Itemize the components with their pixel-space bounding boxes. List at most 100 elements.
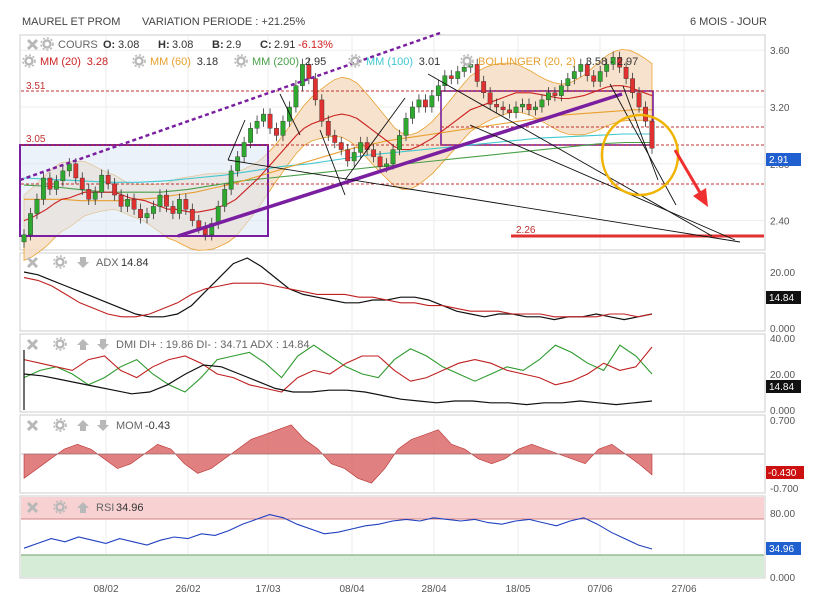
level-351-label: 3.51 — [26, 81, 46, 92]
candle-up — [461, 67, 467, 72]
candle-down — [170, 206, 176, 214]
candle-down — [448, 75, 454, 79]
rsi-line — [23, 514, 653, 550]
adx-badge — [766, 291, 801, 304]
candle-up — [125, 199, 130, 207]
candle-down — [105, 174, 111, 184]
arrow-down-icon[interactable] — [77, 257, 89, 268]
arrow-up-icon[interactable] — [77, 420, 89, 431]
candle-up — [299, 64, 305, 86]
candle-down — [345, 149, 351, 162]
candle-down — [487, 92, 493, 105]
period-selector[interactable]: 6 MOIS - JOUR — [689, 16, 767, 28]
candle-up — [157, 194, 163, 207]
candle-up — [604, 64, 610, 72]
gear-icon[interactable] — [39, 36, 55, 52]
candle-up — [403, 118, 409, 136]
candle-up — [228, 170, 234, 190]
gear-icon[interactable] — [52, 336, 68, 352]
dmi-plus-line — [23, 344, 653, 393]
dmi-minus-line — [23, 346, 653, 393]
candle-down — [131, 199, 137, 210]
candle-down — [507, 109, 512, 113]
candle-up — [429, 95, 435, 108]
close-icon[interactable] — [26, 338, 39, 351]
adx-aux-line — [23, 277, 653, 318]
candle-down — [649, 120, 655, 149]
x-tick-label: 28/04 — [421, 584, 446, 595]
candle-up — [358, 142, 364, 153]
gear-icon[interactable] — [52, 417, 68, 433]
y-tick-label: 80.00 — [770, 509, 795, 520]
adx-panel — [19, 252, 766, 332]
gear-icon[interactable] — [347, 53, 363, 69]
candle-up — [34, 199, 40, 214]
gear-icon[interactable] — [52, 254, 68, 270]
gear-icon[interactable] — [131, 53, 147, 69]
candle-up — [222, 189, 228, 207]
candle-down — [183, 199, 189, 210]
close-icon[interactable] — [26, 419, 39, 432]
adx-value: 14.84 — [121, 257, 149, 269]
trendline-support — [177, 92, 623, 238]
candle-up — [546, 92, 551, 101]
variation-period: VARIATION PERIODE : +21.25% — [142, 16, 306, 28]
dmi-panel — [19, 333, 766, 413]
high-label: H: — [158, 39, 170, 51]
candle-up — [397, 135, 402, 150]
gear-icon[interactable] — [233, 53, 249, 69]
candle-down — [623, 67, 629, 79]
mom-badge — [766, 466, 804, 479]
candle-down — [274, 128, 279, 136]
ma-legend-label: MM (100) — [366, 56, 413, 68]
candle-down — [630, 78, 635, 93]
candle-down — [86, 189, 92, 200]
candle-up — [558, 85, 564, 96]
candle-up — [66, 163, 72, 172]
candle-down — [617, 57, 623, 68]
candle-up — [280, 120, 286, 136]
rsi-badge — [766, 542, 801, 555]
candle-up — [21, 234, 27, 243]
ma-legend-value: 3.18 — [197, 56, 218, 68]
arrow-down-icon[interactable] — [97, 420, 109, 431]
down-arrow-shaft — [673, 149, 704, 197]
close-icon[interactable] — [26, 256, 39, 269]
x-tick-label: 27/06 — [671, 584, 696, 595]
candle-down — [423, 99, 428, 108]
gear-icon[interactable] — [21, 53, 37, 69]
close-icon[interactable] — [26, 38, 39, 51]
gear-icon[interactable] — [459, 53, 475, 69]
candle-up — [144, 213, 150, 218]
trendline-short-3 — [319, 129, 346, 196]
high-value: 3.08 — [172, 39, 193, 51]
candle-down — [338, 142, 344, 150]
rsi-overbought-zone — [21, 497, 764, 519]
ma-legend-value: 3.28 — [87, 56, 108, 68]
x-tick-label: 18/05 — [505, 584, 530, 595]
dmi-badge — [766, 380, 801, 393]
rsi-badge-label: 34.96 — [769, 544, 794, 555]
x-tick-label: 17/03 — [255, 584, 280, 595]
level-226-label: 2.26 — [516, 225, 536, 236]
candle-up — [28, 213, 33, 235]
candle-up — [53, 180, 59, 190]
candle-up — [241, 142, 247, 157]
trendline-short-2 — [279, 93, 301, 136]
y-tick-label: -0.700 — [770, 484, 799, 495]
rsi-panel — [19, 495, 766, 579]
arrow-down-icon[interactable] — [97, 339, 109, 350]
candle-up — [565, 78, 571, 86]
candle-up — [410, 106, 415, 119]
candle-down — [377, 156, 383, 167]
y-tick-label: 0.000 — [770, 324, 795, 335]
ma-legend-label: MM (20) — [40, 56, 81, 68]
candle-up — [390, 149, 396, 165]
candle-up — [254, 120, 260, 129]
x-tick-label: 07/06 — [587, 584, 612, 595]
ma-legend-value: 2.95 — [305, 56, 326, 68]
arrow-up-icon[interactable] — [77, 339, 89, 350]
candle-up — [41, 177, 46, 200]
low-value: 2.9 — [226, 39, 241, 51]
